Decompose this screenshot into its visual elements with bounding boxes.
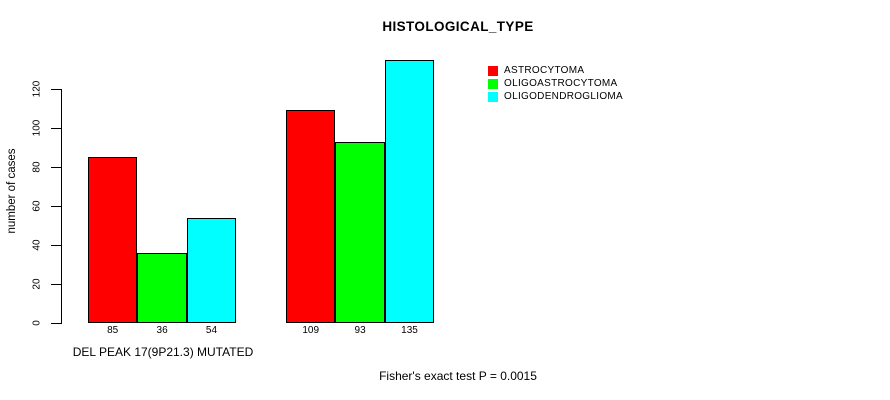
y-axis-tick — [51, 245, 61, 246]
y-axis-tick-label: 60 — [31, 200, 43, 212]
legend-swatch-green — [488, 78, 498, 89]
bar-value-label: 93 — [354, 325, 366, 336]
bar-astrocytoma-group2 — [286, 110, 336, 323]
legend-swatch-cyan — [488, 91, 498, 102]
bar-oligodendroglioma-group2 — [384, 59, 435, 323]
bar-astrocytoma-group1 — [88, 157, 138, 323]
annotation-text: Fisher's exact test P = 0.0015 — [379, 369, 537, 383]
y-axis-tick — [51, 206, 61, 207]
legend-label: OLIGODENDROGLIOMA — [504, 91, 624, 102]
y-axis-tick-label: 0 — [31, 320, 43, 326]
bar-value-label: 109 — [302, 325, 320, 336]
legend: ASTROCYTOMA OLIGOASTROCYTOMA OLIGODENDRO… — [488, 64, 623, 103]
bar-oligoastrocytoma-group2 — [335, 141, 385, 323]
legend-item-oligodendroglioma: OLIGODENDROGLIOMA — [488, 90, 623, 103]
chart-title: HISTOLOGICAL_TYPE — [382, 19, 534, 34]
y-axis-line — [61, 89, 62, 324]
y-axis-tick-label: 40 — [31, 239, 43, 251]
y-axis-tick-label: 80 — [31, 161, 43, 173]
legend-item-astrocytoma: ASTROCYTOMA — [488, 64, 623, 77]
legend-swatch-red — [488, 65, 498, 76]
y-axis-tick — [51, 323, 61, 324]
bar-value-label: 85 — [107, 325, 119, 336]
bar-value-label: 36 — [156, 325, 168, 336]
legend-label: ASTROCYTOMA — [504, 65, 585, 76]
bar-oligodendroglioma-group1 — [186, 217, 237, 323]
legend-label: OLIGOASTROCYTOMA — [504, 78, 618, 89]
legend-item-oligoastrocytoma: OLIGOASTROCYTOMA — [488, 77, 623, 90]
y-axis-tick — [51, 89, 61, 90]
bar-value-label: 135 — [401, 325, 418, 336]
bar-oligoastrocytoma-group1 — [137, 252, 187, 323]
bar-value-label: 54 — [205, 325, 218, 336]
y-axis-tick — [51, 167, 61, 168]
y-axis-tick-label: 20 — [31, 278, 43, 290]
y-axis-tick — [51, 284, 61, 285]
x-group-label: DEL PEAK 17(9P21.3) MUTATED — [72, 345, 254, 359]
y-axis-tick-label: 120 — [31, 80, 43, 98]
y-axis-tick — [51, 128, 61, 129]
y-axis-tick-label: 100 — [31, 119, 43, 137]
